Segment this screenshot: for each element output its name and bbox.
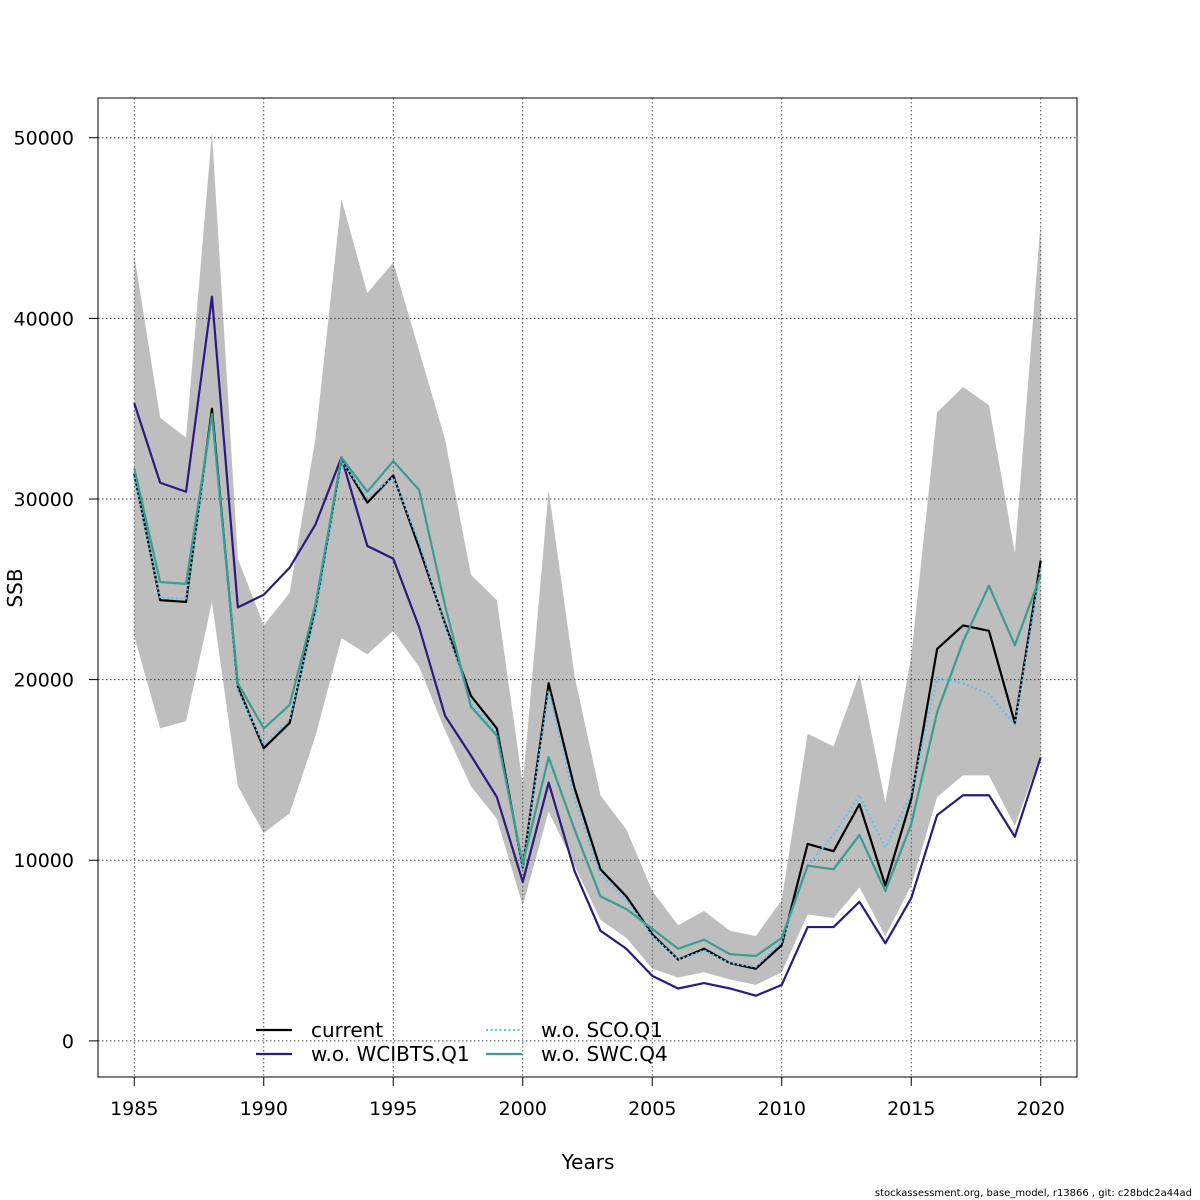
series-line-current <box>133 407 1042 970</box>
y-tick-label: 20000 <box>14 670 74 692</box>
y-tick-label: 40000 <box>14 308 74 330</box>
x-tick-label: 1985 <box>110 1098 158 1120</box>
confidence-band-layer <box>134 132 1041 985</box>
x-tick-label: 1990 <box>240 1098 288 1120</box>
plot-frame <box>97 97 1078 1078</box>
axis-layer: 1985 1990 1995 2000 2005 2010 2015 2020 0 10000 20… <box>14 128 1065 1120</box>
x-tick-label: 2020 <box>1017 1098 1065 1120</box>
footer-credit: stockassessment.org, base_model, r13866 … <box>875 1188 1192 1199</box>
x-axis-title: Years <box>561 1150 615 1174</box>
x-tick-label: 1995 <box>369 1098 417 1120</box>
y-tick-label: 10000 <box>14 850 74 872</box>
confidence-band <box>134 132 1041 985</box>
series-line-w-o-sco-q1 <box>133 414 1042 968</box>
series-layer <box>133 295 1042 997</box>
legend-label: current <box>311 1018 383 1042</box>
x-tick-label: 2000 <box>499 1098 547 1120</box>
y-tick-label: 0 <box>62 1031 74 1053</box>
legend-label: w.o. WCIBTS.Q1 <box>311 1042 470 1066</box>
series-line-w-o-wcibts-q1 <box>133 295 1042 997</box>
legend-label: w.o. SCO.Q1 <box>541 1018 663 1042</box>
y-axis-title: SSB <box>3 568 27 607</box>
x-tick-label: 2005 <box>628 1098 676 1120</box>
y-tick-label: 50000 <box>14 128 74 150</box>
x-tick-label: 2010 <box>758 1098 806 1120</box>
legend-label: w.o. SWC.Q4 <box>541 1042 668 1066</box>
y-tick-label: 30000 <box>14 489 74 511</box>
series-line-w-o-swc-q4 <box>133 412 1042 958</box>
x-tick-label: 2015 <box>887 1098 935 1120</box>
